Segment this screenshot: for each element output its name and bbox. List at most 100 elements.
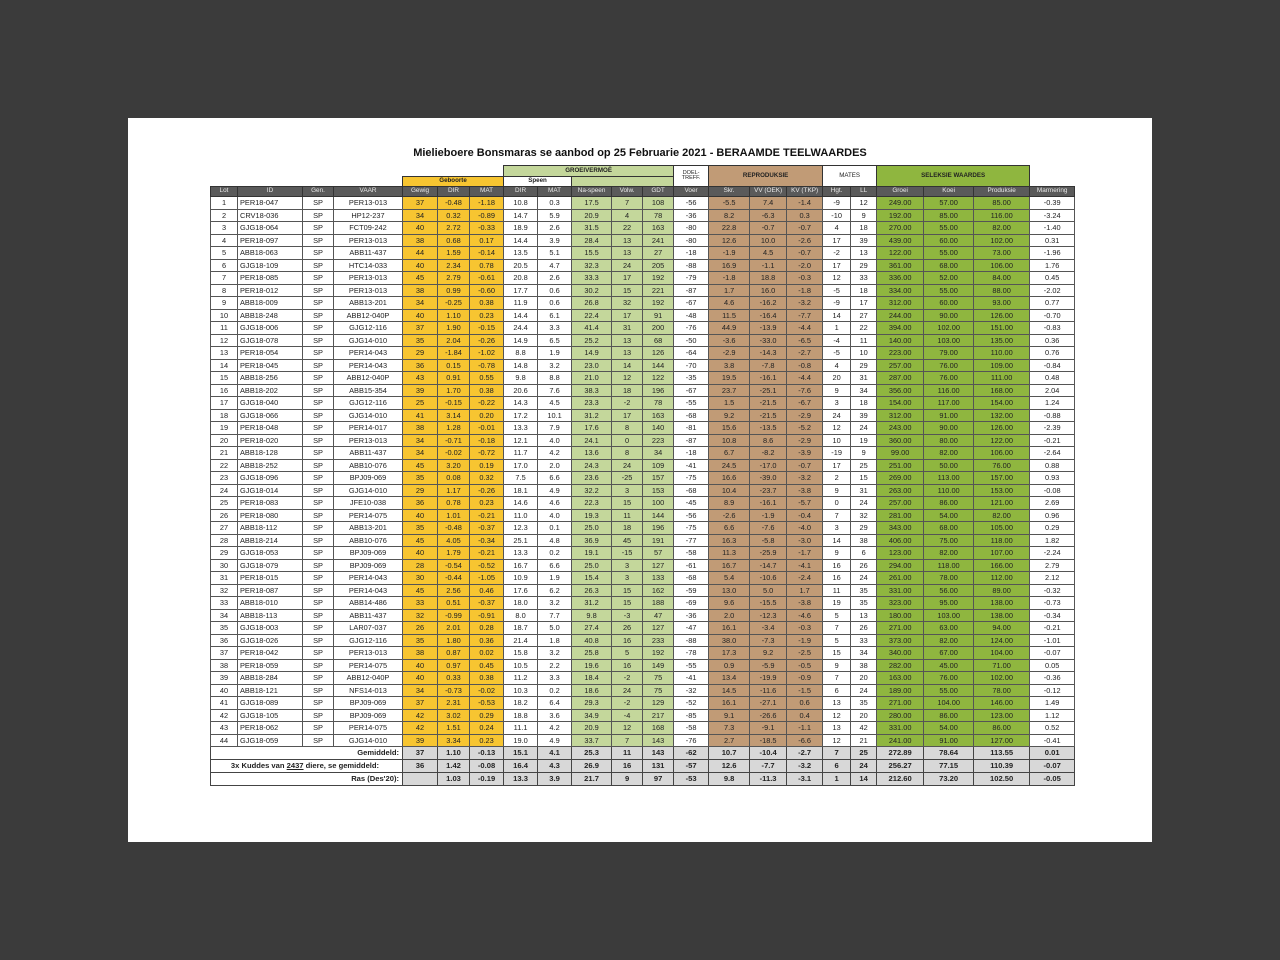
cell-speen-dir: 10.8	[503, 196, 539, 210]
column-header-lot[interactable]: Lot	[210, 186, 238, 197]
column-header-ll[interactable]: LL	[850, 186, 878, 197]
cell-gen: SP	[302, 271, 334, 285]
cell-gen: SP	[302, 433, 334, 447]
column-header-gen[interactable]: Gen.	[302, 186, 334, 197]
cell-groei: 394.00	[876, 321, 925, 335]
cell-gdt: 126	[642, 346, 675, 360]
cell-koei: 118.00	[923, 558, 975, 572]
cell-na-speen: 28.4	[571, 233, 613, 247]
cell-skr: 24.5	[708, 458, 751, 472]
cell-koei: 75.00	[923, 533, 975, 547]
cell-id: ABB18-256	[237, 371, 303, 385]
cell-voer: -18	[673, 446, 710, 460]
cell-skr: 38.0	[708, 633, 751, 647]
column-header-vaar[interactable]: VAAR	[333, 186, 403, 197]
cell-geboorte-dir: 3.02	[437, 708, 470, 722]
table-row: 17 GJG18-040 SP GJG12-116 25 -0.15 -0.22 14.3 4.…	[210, 396, 1076, 410]
summary-voer: -53	[673, 772, 710, 786]
cell-gdt: 217	[642, 708, 675, 722]
column-header-marmering[interactable]: Marmering	[1029, 186, 1076, 197]
cell-geboorte-dir: 0.97	[437, 658, 470, 672]
column-header-na-speen[interactable]: Na-speen	[571, 186, 613, 197]
cell-speen-dir: 20.6	[503, 383, 539, 397]
column-header-hgt[interactable]: Hgt.	[822, 186, 852, 197]
column-header-geboorte-mat[interactable]: MAT	[468, 186, 505, 197]
column-header-volw[interactable]: Volw.	[611, 186, 644, 197]
cell-speen-dir: 8.8	[503, 346, 539, 360]
column-header-voer[interactable]: Voer	[673, 186, 710, 197]
cell-hgt: 14	[822, 533, 852, 547]
cell-kv-tkp: -1.4	[786, 196, 824, 210]
cell-speen-mat: 6.5	[537, 333, 573, 347]
cell-hgt: -5	[822, 283, 852, 297]
cell-kv-tkp: -3.8	[786, 596, 824, 610]
column-header-speen-mat[interactable]: MAT	[537, 186, 573, 197]
column-header-gdt[interactable]: GDT	[642, 186, 675, 197]
cell-vv-oek: 9.2	[749, 646, 788, 660]
cell-marmering: 1.24	[1029, 396, 1076, 410]
column-header-id[interactable]: ID	[237, 186, 303, 197]
cell-produksie: 122.00	[973, 433, 1031, 447]
cell-speen-dir: 25.1	[503, 533, 539, 547]
cell-groei: 269.00	[876, 471, 925, 485]
cell-vv-oek: -27.1	[749, 696, 788, 710]
column-header-gewig[interactable]: Gewig	[402, 186, 438, 197]
cell-gdt: 144	[642, 358, 675, 372]
cell-volw: 32	[611, 296, 644, 310]
cell-ll: 39	[850, 233, 878, 247]
cell-geboorte-mat: -0.26	[468, 333, 505, 347]
cell-gen: SP	[302, 633, 334, 647]
column-header-geboorte-dir[interactable]: DIR	[437, 186, 470, 197]
cell-ll: 9	[850, 208, 878, 222]
table-row: 21 ABB18-128 SP ABB11-437 34 -0.02 -0.72 11.7 4.…	[210, 446, 1076, 460]
cell-skr: 11.3	[708, 546, 751, 560]
cell-geboorte-dir: 1.51	[437, 721, 470, 735]
cell-skr: -5.5	[708, 196, 751, 210]
column-header-skr[interactable]: Skr.	[708, 186, 751, 197]
cell-gewig: 42	[402, 721, 438, 735]
cell-hgt: 5	[822, 633, 852, 647]
cell-lot: 28	[210, 533, 238, 547]
cell-gdt: 192	[642, 646, 675, 660]
cell-gewig: 36	[402, 496, 438, 510]
cell-kv-tkp: -5.7	[786, 496, 824, 510]
cell-vaar: GJG12-116	[333, 321, 403, 335]
cell-geboorte-dir: 0.08	[437, 471, 470, 485]
column-header-vv-oek[interactable]: VV (OEK)	[749, 186, 788, 197]
cell-kv-tkp: -1.8	[786, 283, 824, 297]
column-header-groei[interactable]: Groei	[876, 186, 925, 197]
cell-id: ABB18-010	[237, 596, 303, 610]
cell-geboorte-dir: 2.72	[437, 221, 470, 235]
cell-lot: 37	[210, 646, 238, 660]
cell-skr: -2.9	[708, 346, 751, 360]
cell-lot: 11	[210, 321, 238, 335]
cell-speen-dir: 14.4	[503, 233, 539, 247]
cell-marmering: -0.73	[1029, 596, 1076, 610]
summary-produksie: 113.55	[973, 746, 1031, 760]
blank-group	[211, 176, 403, 187]
table-row: 38 PER18-059 SP PER14-075 40 0.97 0.45 10.5 2.2 1…	[210, 658, 1076, 672]
cell-na-speen: 13.6	[571, 446, 613, 460]
cell-kv-tkp: -2.6	[786, 233, 824, 247]
column-header-speen-dir[interactable]: DIR	[503, 186, 539, 197]
cell-groei: 123.00	[876, 546, 925, 560]
cell-lot: 25	[210, 496, 238, 510]
cell-marmering: 1.82	[1029, 533, 1076, 547]
cell-gewig: 36	[402, 358, 438, 372]
cell-voer: -85	[673, 708, 710, 722]
cell-vaar: PER13-013	[333, 271, 403, 285]
cell-hgt: 17	[822, 458, 852, 472]
cell-voer: -77	[673, 533, 710, 547]
cell-speen-mat: 4.9	[537, 733, 573, 747]
cell-vv-oek: -17.0	[749, 458, 788, 472]
cell-lot: 2	[210, 208, 238, 222]
column-header-kv-tkp[interactable]: KV (TKP)	[786, 186, 824, 197]
column-header-koei[interactable]: Koei	[923, 186, 975, 197]
column-header-produksie[interactable]: Produksie	[973, 186, 1031, 197]
cell-na-speen: 22.3	[571, 496, 613, 510]
cell-na-speen: 20.9	[571, 721, 613, 735]
cell-vaar: PER13-013	[333, 196, 403, 210]
table-row: 37 PER18-042 SP PER13-013 38 0.87 0.02 15.8 3.2 2…	[210, 646, 1076, 660]
summary-geboorte-dir: 1.03	[437, 772, 470, 786]
cell-kv-tkp: -0.3	[786, 271, 824, 285]
